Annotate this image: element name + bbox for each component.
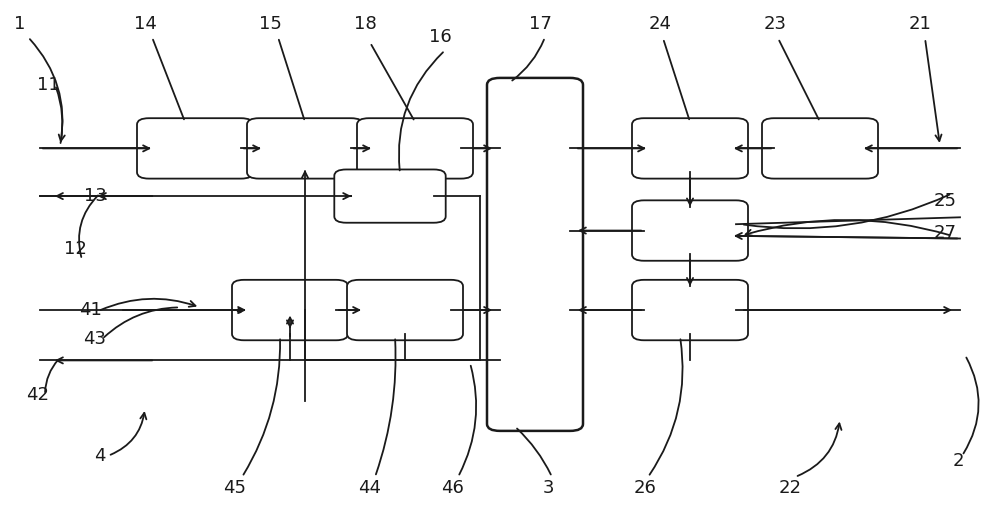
Text: 12: 12 bbox=[64, 240, 86, 258]
Text: 25: 25 bbox=[934, 192, 956, 210]
Text: 16: 16 bbox=[429, 28, 451, 46]
Text: 13: 13 bbox=[84, 187, 106, 205]
Text: 2: 2 bbox=[952, 452, 964, 470]
Text: 11: 11 bbox=[37, 76, 59, 94]
FancyArrowPatch shape bbox=[371, 45, 414, 119]
Text: 43: 43 bbox=[84, 330, 106, 348]
FancyArrowPatch shape bbox=[779, 41, 819, 119]
FancyArrowPatch shape bbox=[56, 87, 62, 143]
FancyBboxPatch shape bbox=[247, 118, 363, 179]
FancyArrowPatch shape bbox=[45, 360, 58, 392]
Text: 46: 46 bbox=[441, 479, 463, 497]
Text: 24: 24 bbox=[648, 15, 672, 33]
FancyBboxPatch shape bbox=[487, 78, 583, 431]
FancyBboxPatch shape bbox=[632, 200, 748, 261]
FancyArrowPatch shape bbox=[153, 40, 184, 119]
Text: 21: 21 bbox=[909, 15, 931, 33]
FancyArrowPatch shape bbox=[517, 429, 551, 474]
Text: 27: 27 bbox=[934, 224, 956, 242]
FancyArrowPatch shape bbox=[925, 41, 942, 141]
FancyArrowPatch shape bbox=[459, 366, 476, 474]
FancyBboxPatch shape bbox=[347, 280, 463, 340]
FancyBboxPatch shape bbox=[232, 280, 348, 340]
Text: 17: 17 bbox=[529, 15, 551, 33]
FancyArrowPatch shape bbox=[376, 339, 396, 474]
Text: 26: 26 bbox=[634, 479, 656, 497]
FancyArrowPatch shape bbox=[746, 220, 949, 236]
Text: 14: 14 bbox=[134, 15, 156, 33]
Text: 41: 41 bbox=[79, 301, 101, 319]
FancyArrowPatch shape bbox=[963, 358, 979, 454]
FancyArrowPatch shape bbox=[399, 52, 443, 171]
Text: 23: 23 bbox=[764, 15, 786, 33]
FancyBboxPatch shape bbox=[334, 170, 446, 223]
FancyArrowPatch shape bbox=[243, 339, 280, 475]
FancyArrowPatch shape bbox=[111, 413, 146, 455]
Text: 22: 22 bbox=[778, 479, 802, 497]
FancyArrowPatch shape bbox=[101, 299, 195, 310]
FancyBboxPatch shape bbox=[632, 118, 748, 179]
FancyBboxPatch shape bbox=[357, 118, 473, 179]
FancyArrowPatch shape bbox=[664, 41, 689, 119]
FancyArrowPatch shape bbox=[279, 40, 304, 119]
Text: 15: 15 bbox=[259, 15, 281, 33]
FancyArrowPatch shape bbox=[744, 195, 949, 228]
FancyArrowPatch shape bbox=[30, 39, 65, 141]
FancyArrowPatch shape bbox=[79, 196, 98, 257]
FancyArrowPatch shape bbox=[512, 40, 544, 81]
FancyArrowPatch shape bbox=[798, 423, 841, 476]
Text: 45: 45 bbox=[224, 479, 246, 497]
FancyArrowPatch shape bbox=[650, 339, 683, 475]
FancyBboxPatch shape bbox=[762, 118, 878, 179]
Text: 1: 1 bbox=[14, 15, 26, 33]
Text: 4: 4 bbox=[94, 447, 106, 465]
FancyBboxPatch shape bbox=[632, 280, 748, 340]
Text: 3: 3 bbox=[542, 479, 554, 497]
FancyBboxPatch shape bbox=[137, 118, 253, 179]
FancyArrowPatch shape bbox=[104, 307, 177, 337]
Text: 18: 18 bbox=[354, 15, 376, 33]
Text: 44: 44 bbox=[358, 479, 382, 497]
Text: 42: 42 bbox=[26, 386, 50, 404]
